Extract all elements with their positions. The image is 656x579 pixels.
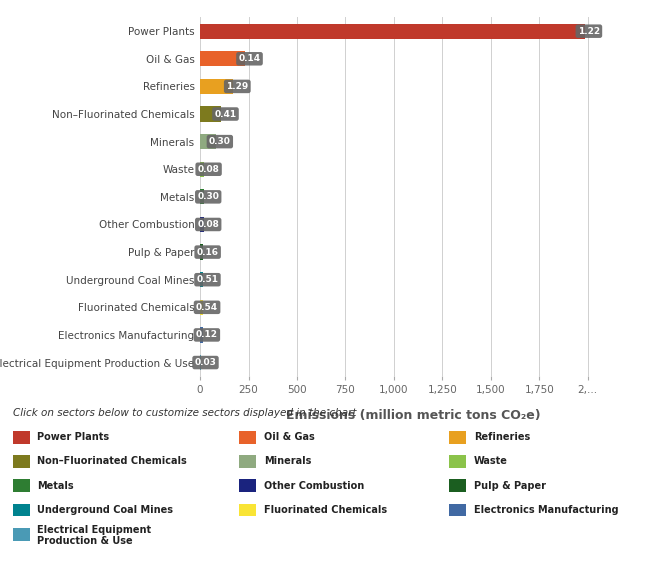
Bar: [200, 300, 203, 315]
Text: Electronics Manufacturing: Electronics Manufacturing: [474, 505, 618, 515]
Bar: [200, 327, 203, 343]
Text: Production & Use: Production & Use: [37, 536, 133, 546]
Bar: [200, 355, 201, 370]
Text: 0.30: 0.30: [209, 137, 231, 146]
Bar: [200, 51, 245, 67]
Text: Electrical Equipment: Electrical Equipment: [37, 525, 152, 535]
Text: 0.08: 0.08: [197, 165, 220, 174]
Bar: [200, 24, 584, 39]
Text: 0.08: 0.08: [197, 220, 219, 229]
Text: 1.29: 1.29: [226, 82, 249, 91]
Bar: [200, 244, 203, 260]
Bar: [200, 134, 216, 149]
Text: Other Combustion: Other Combustion: [264, 481, 364, 491]
Text: Fluorinated Chemicals: Fluorinated Chemicals: [264, 505, 387, 515]
Text: 0.16: 0.16: [197, 248, 218, 256]
Text: Underground Coal Mines: Underground Coal Mines: [37, 505, 173, 515]
Text: 0.03: 0.03: [195, 358, 216, 367]
Text: Click on sectors below to customize sectors displayed in the chart: Click on sectors below to customize sect…: [13, 408, 357, 418]
Text: Minerals: Minerals: [264, 456, 311, 467]
Text: 0.14: 0.14: [238, 54, 260, 63]
Text: Power Plants: Power Plants: [37, 432, 110, 442]
Text: 1.22: 1.22: [578, 27, 600, 36]
Text: 0.30: 0.30: [197, 192, 219, 201]
Text: Pulp & Paper: Pulp & Paper: [474, 481, 546, 491]
Text: 0.51: 0.51: [196, 275, 218, 284]
Text: Non–Fluorinated Chemicals: Non–Fluorinated Chemicals: [37, 456, 187, 467]
Text: Refineries: Refineries: [474, 432, 530, 442]
Text: 0.12: 0.12: [196, 331, 218, 339]
Text: Oil & Gas: Oil & Gas: [264, 432, 314, 442]
Bar: [200, 162, 205, 177]
Bar: [200, 272, 203, 287]
Bar: [200, 189, 204, 204]
Text: Waste: Waste: [474, 456, 508, 467]
Bar: [200, 107, 221, 122]
Text: 0.54: 0.54: [196, 303, 218, 312]
Bar: [200, 79, 233, 94]
Text: Metals: Metals: [37, 481, 74, 491]
Bar: [200, 217, 204, 232]
Text: 0.41: 0.41: [215, 109, 237, 119]
X-axis label: Emissions (million metric tons CO₂e): Emissions (million metric tons CO₂e): [286, 409, 541, 422]
